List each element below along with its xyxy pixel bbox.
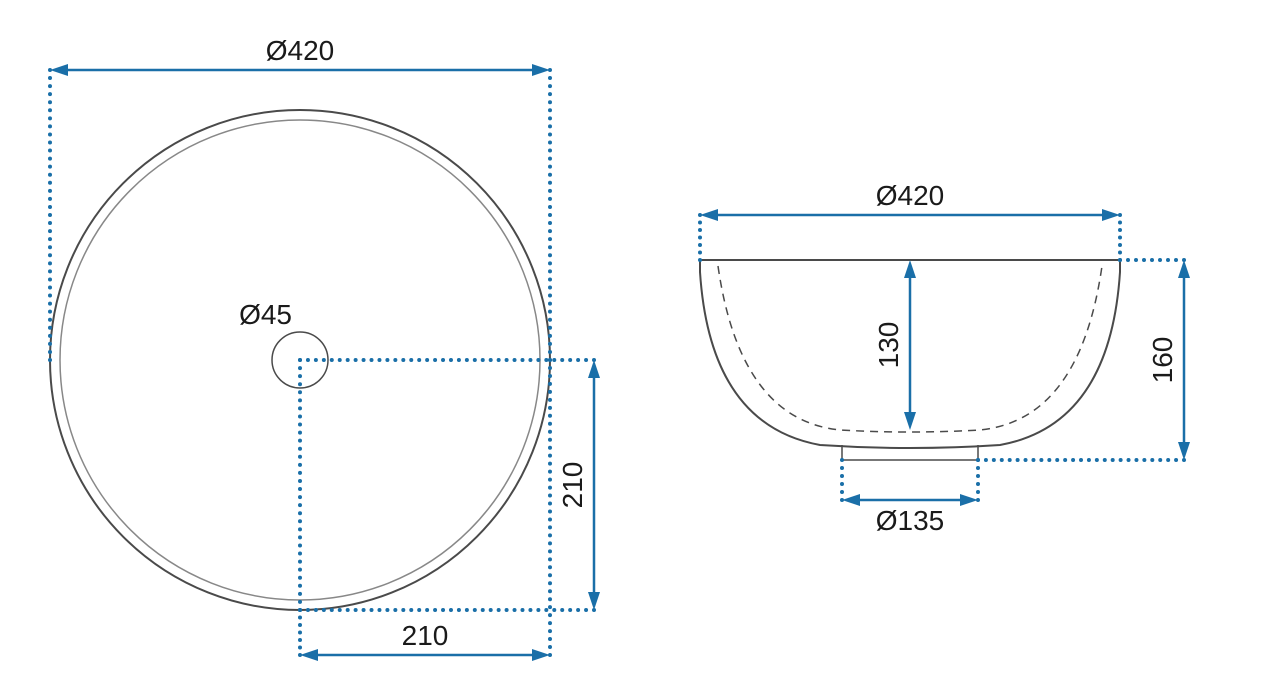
top-diameter-label: Ø420 [266,35,335,66]
half-height-label: 210 [557,462,588,509]
base-diameter-label: Ø135 [876,505,945,536]
side-diameter-label: Ø420 [876,180,945,211]
half-width-label: 210 [402,620,449,651]
dimension-drawing: Ø45 Ø420 210 210 Ø420 130 160 Ø135 [0,0,1280,695]
outer-height-label: 160 [1147,337,1178,384]
inner-depth-label: 130 [873,322,904,369]
drain-diameter-label: Ø45 [239,299,292,330]
